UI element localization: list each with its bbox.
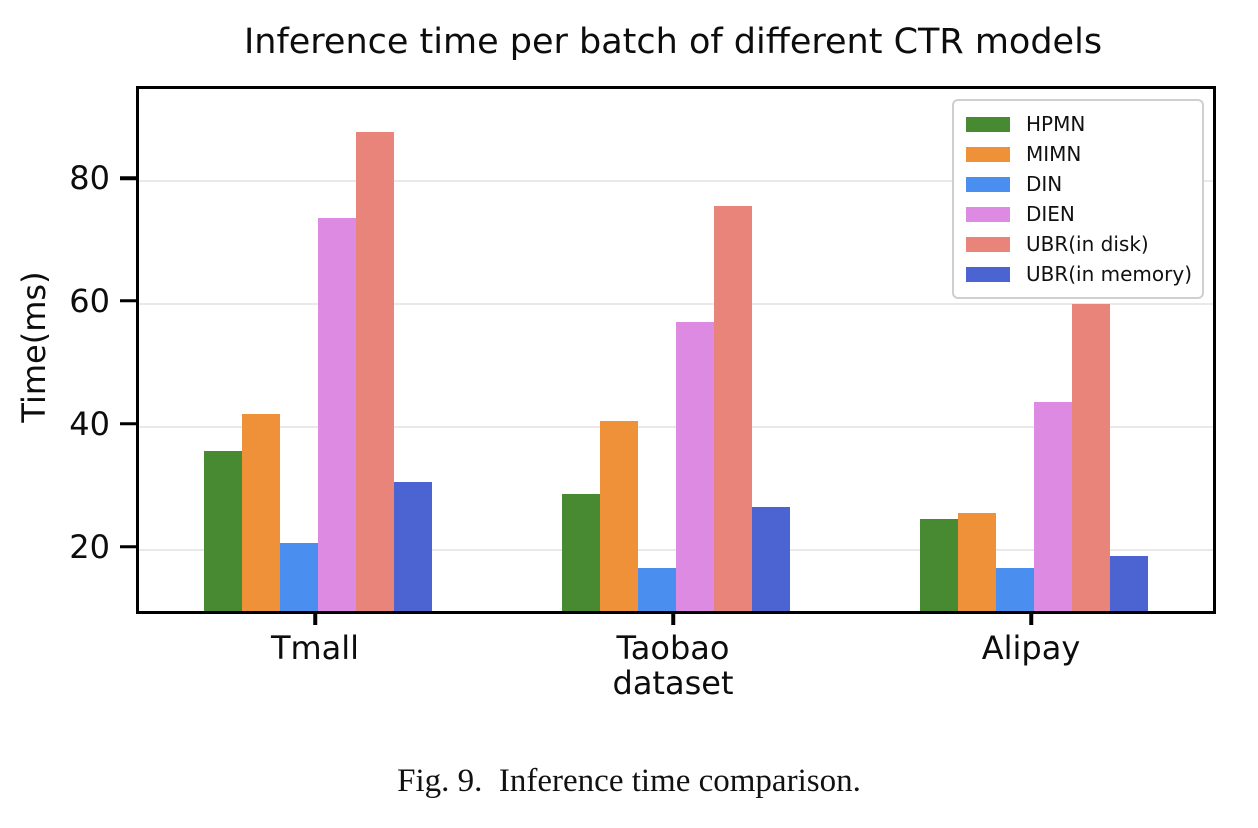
bar-group [139,89,497,611]
figure-caption: Fig. 9. Inference time comparison. [397,763,861,799]
legend-row: DIN [966,169,1190,199]
plot-area: HPMN MIMN DIN DIEN UBR(in disk) UBR(in memory… [136,86,1216,614]
bar [562,494,600,611]
legend-label: DIN [1026,172,1063,196]
y-tick-label: 40 [69,404,110,443]
gridline [139,180,1213,183]
bar [1072,303,1110,611]
y-tick-label: 80 [69,159,110,198]
bar [318,217,356,611]
y-tick-mark [120,299,136,303]
x-tick-mark [671,614,675,625]
x-tick-label: Taobao [616,629,730,667]
legend-swatch [966,146,1010,162]
bar [996,568,1034,611]
bar [714,205,752,611]
bar [752,506,790,611]
legend-row: HPMN [966,109,1190,139]
bar-group [497,89,855,611]
legend-row: UBR(in memory) [966,259,1193,289]
legend-label: UBR(in disk) [1026,232,1149,256]
bar [958,512,996,611]
legend-row: DIEN [966,199,1190,229]
bar [204,451,242,611]
x-tick-label: Alipay [981,629,1081,667]
x-axis: Tmall Taobao Alipay [136,611,1210,671]
bar [600,420,638,611]
bar [280,543,318,611]
y-tick-mark [120,544,136,549]
legend-row: UBR(in disk) [966,229,1190,259]
legend-swatch [966,206,1010,222]
bar [1110,555,1148,611]
x-tick-mark [1029,614,1033,625]
y-axis: 20 40 60 80 [0,86,136,608]
legend-label: HPMN [1026,112,1086,136]
y-tick-mark [120,176,136,180]
bars-layer [139,89,1213,611]
legend-swatch [966,236,1010,252]
x-tick-mark [313,614,317,625]
legend-label: DIEN [1026,202,1075,226]
bar [1034,402,1072,611]
x-tick-label: Tmall [270,629,360,667]
legend-swatch [966,176,1010,192]
bar [242,414,280,611]
legend-swatch [966,116,1010,132]
y-tick-mark [120,422,136,426]
bar [394,482,432,611]
chart-title: Inference time per batch of different CT… [243,22,1103,62]
legend-label: UBR(in memory) [1026,262,1193,286]
legend-swatch [966,266,1010,282]
legend: HPMN MIMN DIN DIEN UBR(in disk) UBR(in memory… [952,99,1204,299]
bar [676,322,714,611]
legend-row: MIMN [966,139,1190,169]
gridline [139,302,1213,305]
legend-label: MIMN [1026,142,1082,166]
bar-group [855,89,1213,611]
y-tick-label: 20 [69,527,110,566]
bar [356,132,394,611]
bar [920,518,958,611]
y-tick-label: 60 [69,281,110,320]
x-axis-label: dataset [612,664,734,702]
bar [638,568,676,611]
